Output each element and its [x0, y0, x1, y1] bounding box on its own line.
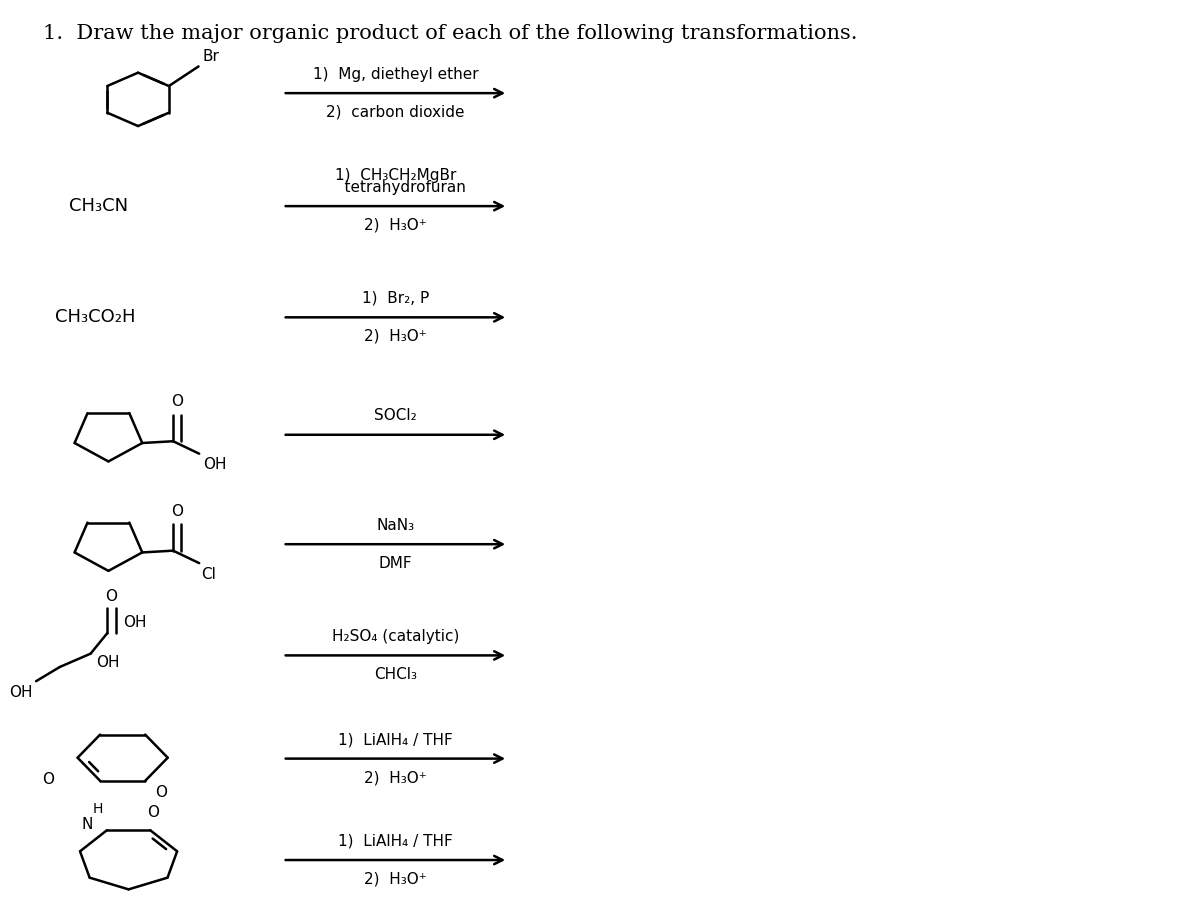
- Text: O: O: [155, 785, 167, 800]
- Text: OH: OH: [96, 656, 120, 671]
- Text: CH₃CO₂H: CH₃CO₂H: [55, 308, 136, 326]
- Text: H: H: [92, 802, 103, 816]
- Text: 1)  Mg, dietheyl ether: 1) Mg, dietheyl ether: [312, 66, 479, 82]
- Text: Cl: Cl: [202, 567, 216, 582]
- Text: O: O: [104, 589, 116, 603]
- Text: 1)  LiAlH₄ / THF: 1) LiAlH₄ / THF: [338, 732, 452, 747]
- Text: OH: OH: [10, 685, 32, 700]
- Text: 2)  H₃O⁺: 2) H₃O⁺: [364, 872, 427, 886]
- Text: DMF: DMF: [378, 556, 413, 571]
- Text: O: O: [170, 394, 182, 409]
- Text: OH: OH: [122, 615, 146, 630]
- Text: CHCl₃: CHCl₃: [374, 667, 416, 682]
- Text: SOCl₂: SOCl₂: [374, 409, 416, 423]
- Text: NaN₃: NaN₃: [377, 517, 414, 533]
- Text: tetrahydrofuran: tetrahydrofuran: [325, 180, 466, 196]
- Text: H₂SO₄ (catalytic): H₂SO₄ (catalytic): [331, 629, 460, 644]
- Text: 1.  Draw the major organic product of each of the following transformations.: 1. Draw the major organic product of eac…: [43, 23, 858, 43]
- Text: Br: Br: [202, 48, 218, 64]
- Text: O: O: [148, 805, 160, 820]
- Text: 1)  LiAlH₄ / THF: 1) LiAlH₄ / THF: [338, 833, 452, 849]
- Text: N: N: [82, 817, 92, 832]
- Text: 2)  H₃O⁺: 2) H₃O⁺: [364, 329, 427, 344]
- Text: O: O: [170, 504, 182, 519]
- Text: 2)  H₃O⁺: 2) H₃O⁺: [364, 770, 427, 785]
- Text: 1)  Br₂, P: 1) Br₂, P: [361, 291, 430, 305]
- Text: 1)  CH₃CH₂MgBr: 1) CH₃CH₂MgBr: [335, 168, 456, 183]
- Text: 2)  H₃O⁺: 2) H₃O⁺: [364, 217, 427, 233]
- Text: OH: OH: [203, 457, 227, 472]
- Text: O: O: [42, 772, 54, 788]
- Text: CH₃CN: CH₃CN: [70, 198, 128, 216]
- Text: 2)  carbon dioxide: 2) carbon dioxide: [326, 105, 464, 119]
